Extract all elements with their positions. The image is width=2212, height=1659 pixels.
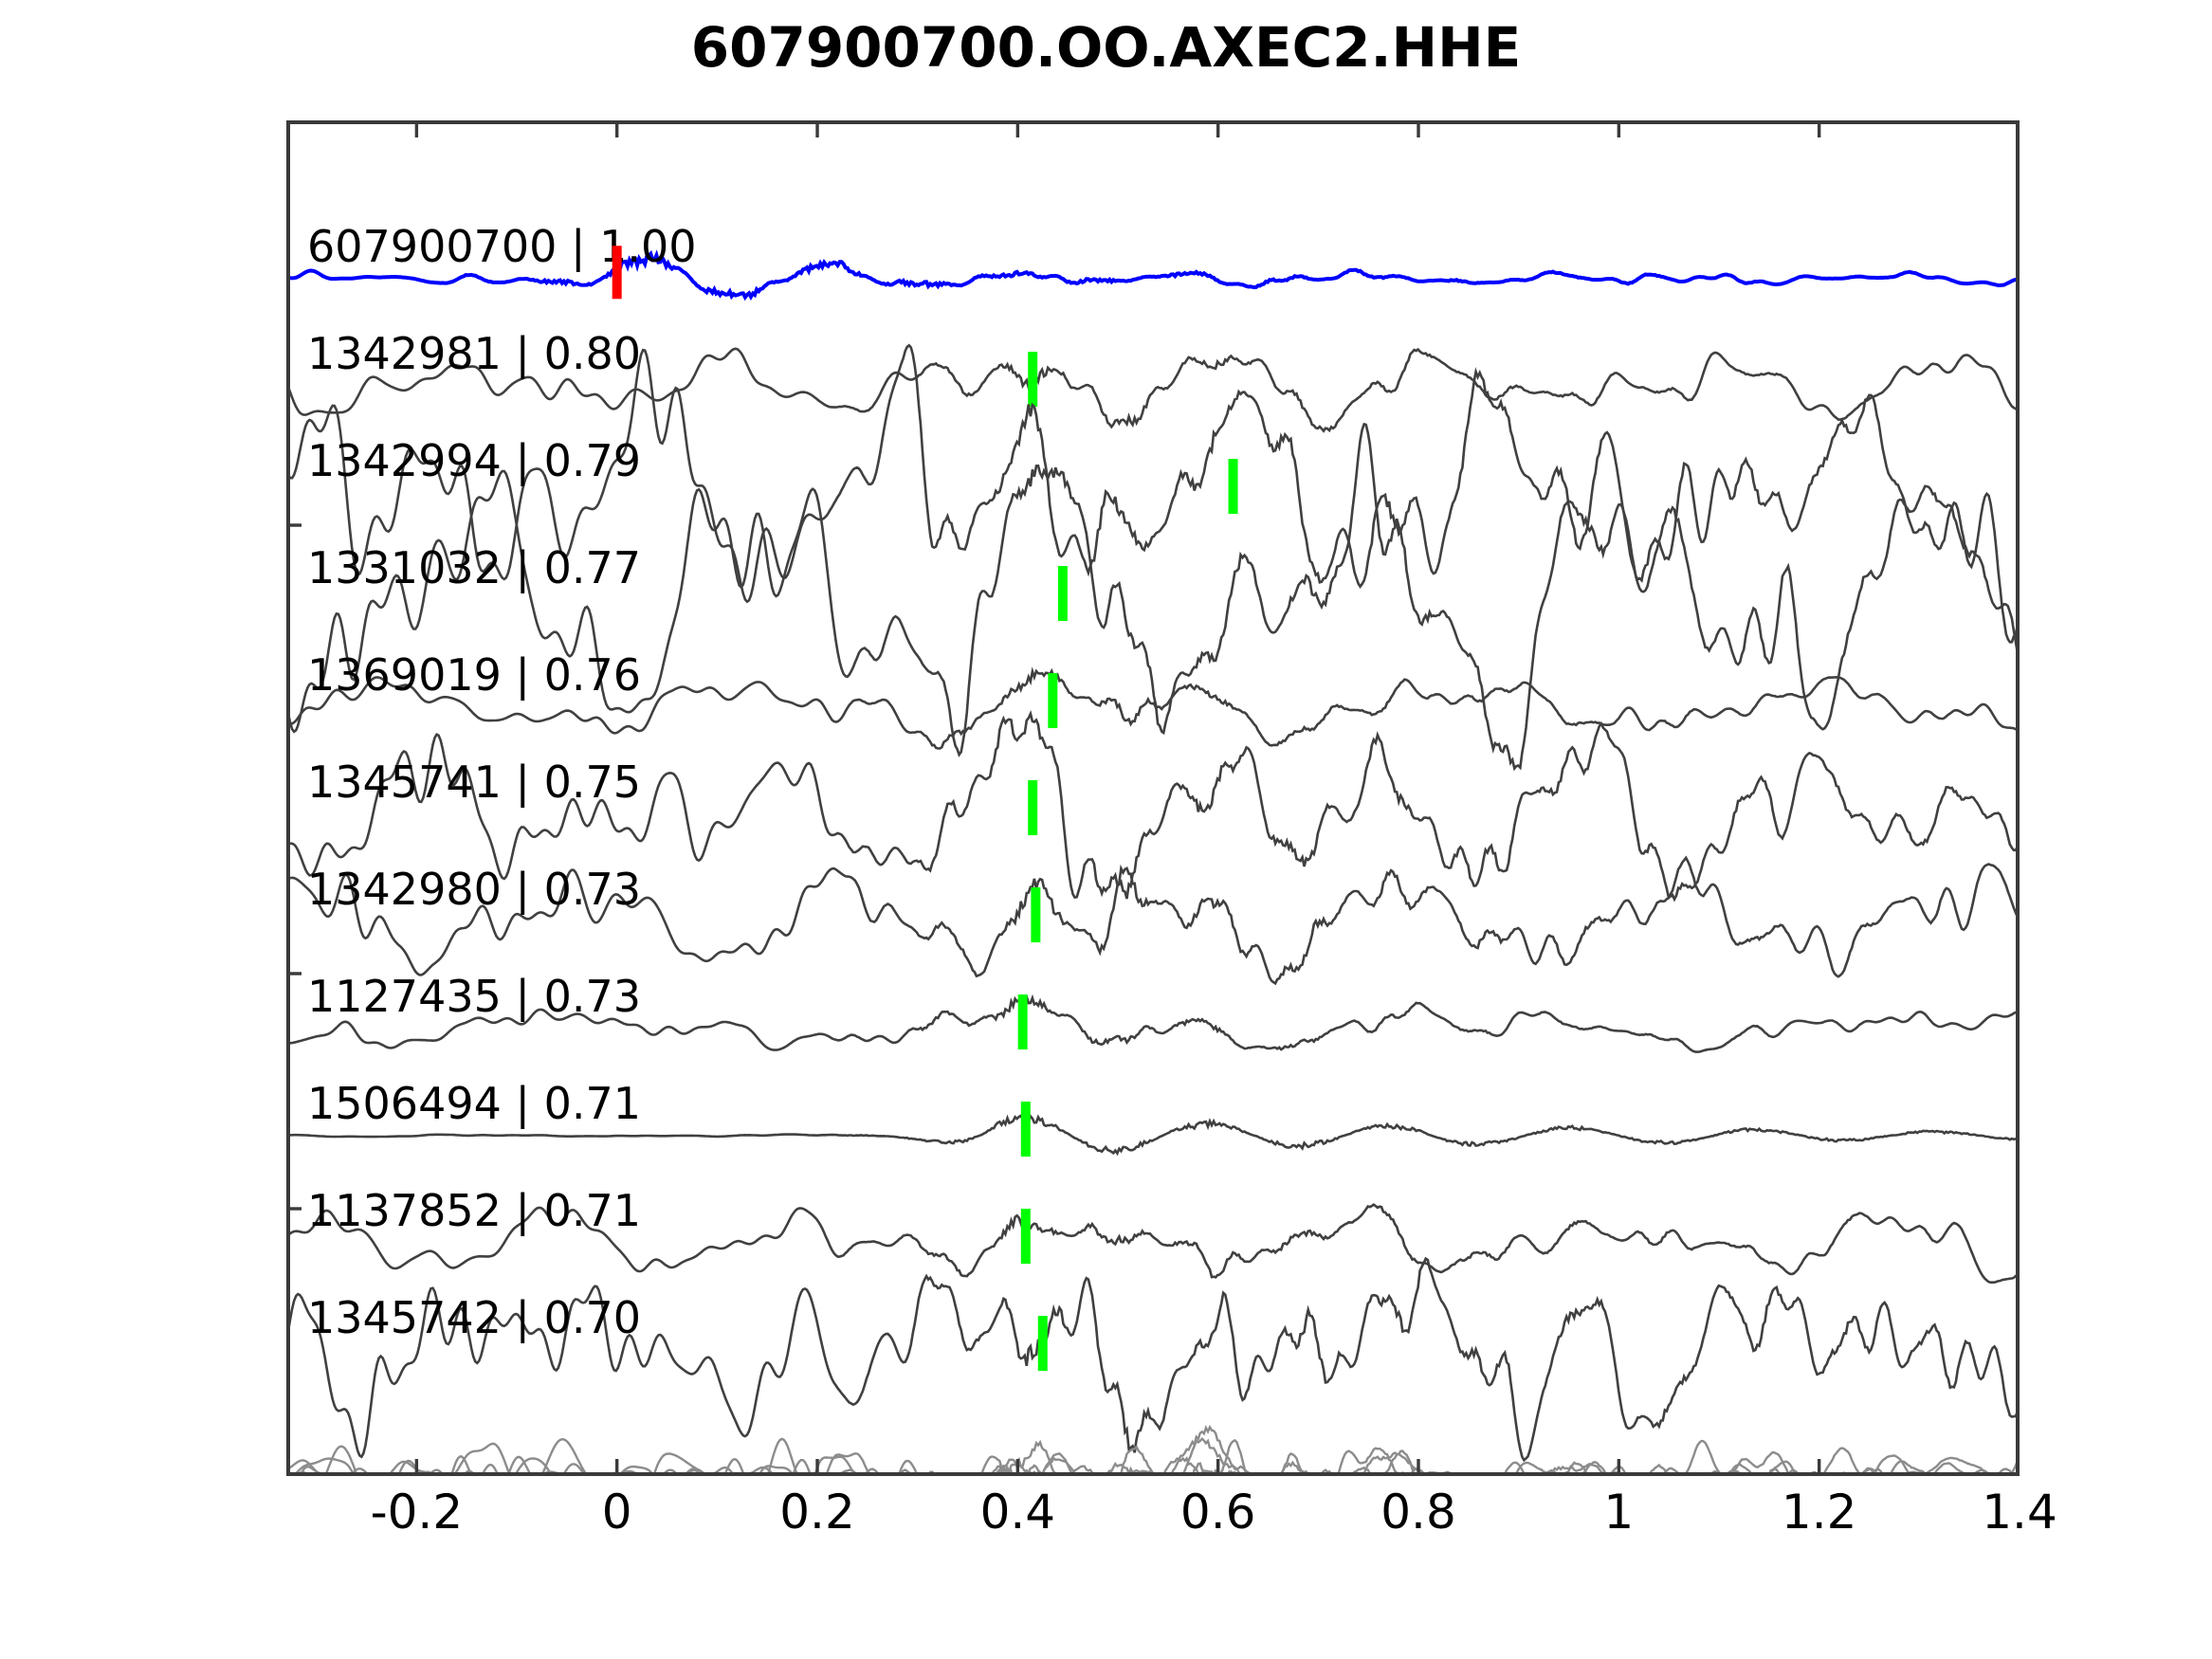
trace-row: 1345741 | 0.75	[286, 709, 2020, 902]
plot-area: 607900700 | 1.00 1342981 | 0.80 1342994 | …	[286, 120, 2020, 1476]
trace-row: 1369019 | 0.76	[286, 649, 2020, 750]
waveform-path	[286, 347, 2020, 433]
arrival-pick-marker	[1228, 459, 1238, 515]
waveform-path	[286, 666, 2020, 750]
arrival-pick-marker	[1020, 1102, 1031, 1158]
arrival-pick-marker	[1020, 1209, 1031, 1265]
trace-row: 1342980 | 0.73	[286, 855, 2020, 986]
waveform-path	[286, 1114, 2020, 1157]
trace-row: 1342994 | 0.79	[286, 343, 2020, 644]
trace-label: 1342994 | 0.79	[307, 435, 641, 487]
x-tick-label: 0.6	[1179, 1485, 1256, 1540]
x-tick-label: 0.4	[979, 1485, 1056, 1540]
arrival-pick-marker	[1017, 994, 1028, 1050]
x-tick-label: 0	[601, 1485, 632, 1540]
x-axis-tick-labels: -0.2 0 0.2 0.4 0.6 0.8 1 1.2 1.4	[286, 1485, 2057, 1560]
stack-overlay-trace	[295, 1424, 1886, 1476]
trace-label: 1506494 | 0.71	[307, 1078, 641, 1130]
x-tick-label: 1.2	[1781, 1485, 1857, 1540]
waveform-path	[286, 994, 2020, 1053]
page-title: 607900700.OO.AXEC2.HHE	[690, 15, 1522, 80]
trace-row: 1345742 | 0.70	[286, 1256, 2020, 1463]
x-tick-label: 0.8	[1380, 1485, 1456, 1540]
trace-row: 607900700 | 1.00	[286, 221, 2020, 301]
trace-row: 1127435 | 0.73	[286, 971, 2020, 1053]
trace-label: 1342980 | 0.73	[307, 864, 641, 916]
trace-label: 1345741 | 0.75	[307, 757, 641, 809]
arrival-pick-marker	[1031, 887, 1041, 943]
x-tick-label: -0.2	[370, 1485, 464, 1540]
trace-label: 1369019 | 0.76	[307, 649, 641, 702]
waveform-path	[286, 709, 2020, 902]
plot-frame	[286, 120, 2020, 1476]
arrival-pick-marker	[1028, 352, 1038, 408]
waveform-canvas: 607900700 | 1.00 1342981 | 0.80 1342994 | …	[286, 120, 2020, 1476]
trace-label: 1342981 | 0.80	[307, 328, 641, 380]
waveform-path	[286, 343, 2020, 644]
trace-label: 1345742 | 0.70	[307, 1292, 641, 1344]
trace-label: 1127435 | 0.73	[307, 971, 641, 1023]
stack-overlay-trace	[421, 1439, 1743, 1476]
x-tick-label: 1	[1603, 1485, 1635, 1540]
trace-label: 1137852 | 0.71	[307, 1185, 641, 1237]
trace-row: 1137852 | 0.71	[286, 1185, 2020, 1284]
waveform-path	[286, 249, 2020, 301]
x-tick-label: 1.4	[1982, 1485, 2057, 1540]
arrival-pick-marker	[1037, 1316, 1048, 1372]
waveform-path	[286, 1256, 2020, 1463]
x-tick-label: 0.2	[779, 1485, 855, 1540]
waveform-path	[286, 1203, 2020, 1284]
arrival-pick-marker	[1028, 780, 1038, 836]
trace-row: 1342981 | 0.80	[286, 328, 2020, 433]
origin-pick-marker	[612, 246, 622, 300]
waveform-path	[286, 422, 2020, 772]
arrival-pick-marker	[1057, 566, 1068, 622]
arrival-pick-marker	[1048, 673, 1058, 729]
trace-label: 1331032 | 0.77	[307, 542, 641, 594]
trace-label: 607900700 | 1.00	[307, 221, 697, 273]
waveform-path	[286, 855, 2020, 986]
trace-row: 1506494 | 0.71	[286, 1078, 2020, 1158]
trace-row: 1331032 | 0.77	[286, 422, 2020, 772]
